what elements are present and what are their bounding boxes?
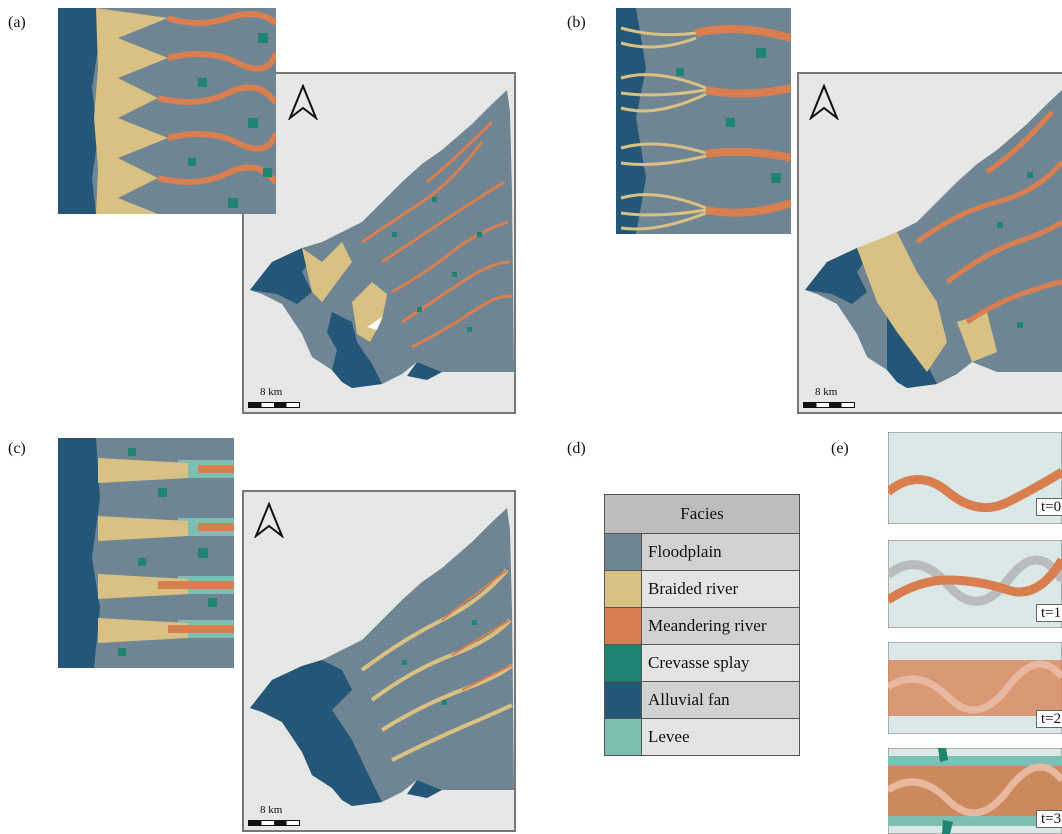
panel-label-b: (b) (567, 14, 586, 31)
legend-item: Braided river (605, 571, 799, 608)
map-b: 8 km (797, 72, 1062, 414)
inset-c (58, 438, 234, 668)
panel-label-d: (d) (567, 440, 586, 457)
facies-legend: Facies Floodplain Braided river Meanderi… (604, 494, 800, 756)
legend-item: Alluvial fan (605, 682, 799, 719)
legend-item: Crevasse splay (605, 645, 799, 682)
legend-item: Floodplain (605, 534, 799, 571)
scale-bar (248, 820, 300, 826)
legend-item: Meandering river (605, 608, 799, 645)
scale-bar-label: 8 km (260, 804, 283, 816)
legend-title: Facies (605, 495, 799, 534)
scale-bar (248, 402, 300, 408)
map-a: 8 km (242, 72, 516, 414)
inset-a (58, 8, 276, 214)
timestep-t3: t=3 (888, 748, 1062, 834)
panel-label-a: (a) (8, 14, 26, 31)
timestep-t0: t=0 (888, 432, 1062, 524)
timestep-t2: t=2 (888, 642, 1062, 734)
north-arrow-icon (809, 84, 839, 120)
legend-item: Levee (605, 719, 799, 755)
timestep-label: t=3 (1036, 810, 1062, 828)
timestep-t1: t=1 (888, 540, 1062, 628)
inset-b (616, 8, 791, 234)
timestep-label: t=0 (1036, 498, 1062, 516)
scale-bar-label: 8 km (260, 386, 283, 398)
scale-bar (803, 402, 855, 408)
panel-label-e: (e) (831, 440, 849, 457)
timestep-label: t=2 (1036, 710, 1062, 728)
timestep-label: t=1 (1036, 604, 1062, 622)
north-arrow-icon (254, 502, 284, 538)
north-arrow-icon (288, 84, 318, 120)
map-c: 8 km (242, 490, 516, 832)
panel-label-c: (c) (8, 440, 26, 457)
scale-bar-label: 8 km (815, 386, 838, 398)
